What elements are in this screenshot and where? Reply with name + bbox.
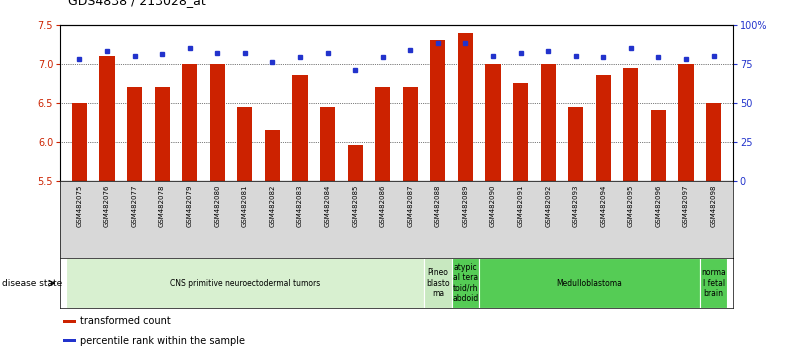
Text: GSM482098: GSM482098 bbox=[710, 184, 717, 227]
Text: GSM482078: GSM482078 bbox=[159, 184, 165, 227]
Text: GSM482076: GSM482076 bbox=[104, 184, 110, 227]
Text: GSM482083: GSM482083 bbox=[297, 184, 303, 227]
Bar bbox=[155, 87, 170, 181]
Text: GSM482077: GSM482077 bbox=[131, 184, 138, 227]
Text: GSM482080: GSM482080 bbox=[214, 184, 220, 227]
Bar bbox=[375, 87, 390, 181]
Bar bbox=[127, 87, 142, 181]
Bar bbox=[430, 40, 445, 181]
Text: GSM482091: GSM482091 bbox=[517, 184, 524, 227]
Bar bbox=[182, 64, 197, 181]
Bar bbox=[72, 103, 87, 181]
Bar bbox=[596, 75, 611, 181]
Text: Medulloblastoma: Medulloblastoma bbox=[557, 279, 622, 288]
Text: GDS4838 / 213028_at: GDS4838 / 213028_at bbox=[68, 0, 206, 7]
Bar bbox=[66, 258, 424, 308]
Text: GSM482089: GSM482089 bbox=[462, 184, 469, 227]
Text: GSM482092: GSM482092 bbox=[545, 184, 551, 227]
Bar bbox=[424, 258, 452, 308]
Text: GSM482088: GSM482088 bbox=[435, 184, 441, 227]
Bar bbox=[320, 107, 335, 181]
Text: GSM482082: GSM482082 bbox=[269, 184, 276, 227]
Bar bbox=[292, 75, 308, 181]
Text: GSM482095: GSM482095 bbox=[628, 184, 634, 227]
Text: GSM482094: GSM482094 bbox=[600, 184, 606, 227]
Bar bbox=[63, 339, 75, 342]
Text: GSM482096: GSM482096 bbox=[655, 184, 662, 227]
Text: GSM482084: GSM482084 bbox=[324, 184, 331, 227]
Text: GSM482087: GSM482087 bbox=[407, 184, 413, 227]
Bar bbox=[706, 103, 721, 181]
Bar bbox=[348, 145, 363, 181]
Text: GSM482085: GSM482085 bbox=[352, 184, 358, 227]
Text: GSM482090: GSM482090 bbox=[490, 184, 496, 227]
Bar bbox=[210, 64, 225, 181]
Bar bbox=[541, 64, 556, 181]
Text: norma
l fetal
brain: norma l fetal brain bbox=[701, 268, 726, 298]
Bar bbox=[99, 56, 115, 181]
Bar bbox=[623, 68, 638, 181]
Text: GSM482079: GSM482079 bbox=[187, 184, 193, 227]
Bar bbox=[479, 258, 700, 308]
Text: Pineo
blasto
ma: Pineo blasto ma bbox=[426, 268, 449, 298]
Text: disease state: disease state bbox=[2, 279, 62, 288]
Bar bbox=[63, 320, 75, 323]
Bar bbox=[568, 107, 583, 181]
Bar bbox=[678, 64, 694, 181]
Bar bbox=[513, 83, 528, 181]
Text: CNS primitive neuroectodermal tumors: CNS primitive neuroectodermal tumors bbox=[170, 279, 320, 288]
Text: GSM482086: GSM482086 bbox=[380, 184, 386, 227]
Bar bbox=[403, 87, 418, 181]
Text: GSM482093: GSM482093 bbox=[573, 184, 579, 227]
Text: GSM482097: GSM482097 bbox=[683, 184, 689, 227]
Text: transformed count: transformed count bbox=[80, 316, 171, 326]
Bar bbox=[452, 258, 479, 308]
Text: atypic
al tera
toid/rh
abdoid: atypic al tera toid/rh abdoid bbox=[453, 263, 478, 303]
Bar bbox=[237, 107, 252, 181]
Bar bbox=[485, 64, 501, 181]
Text: GSM482081: GSM482081 bbox=[242, 184, 248, 227]
Text: GSM482075: GSM482075 bbox=[76, 184, 83, 227]
Bar bbox=[458, 33, 473, 181]
Text: percentile rank within the sample: percentile rank within the sample bbox=[80, 336, 245, 346]
Bar bbox=[700, 258, 727, 308]
Bar bbox=[265, 130, 280, 181]
Bar bbox=[651, 110, 666, 181]
